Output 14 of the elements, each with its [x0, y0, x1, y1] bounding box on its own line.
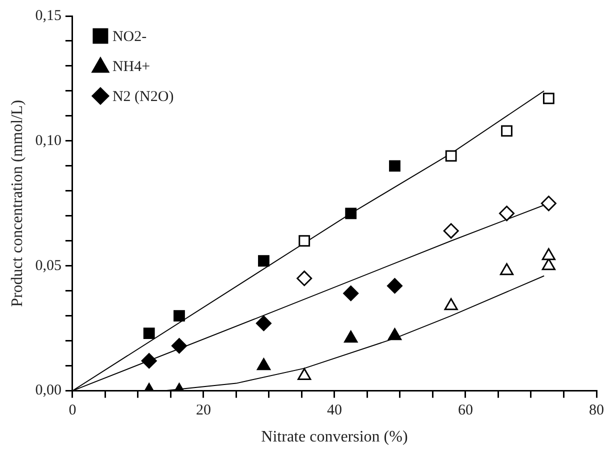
y-tick-label: 0,00: [35, 382, 62, 399]
y-tick-label: 0,05: [35, 258, 62, 274]
x-tick-label: 40: [326, 402, 342, 419]
x-axis-title: Nitrate conversion (%): [261, 428, 408, 446]
y-axis-title: Product concentration (mmol/L): [8, 100, 26, 307]
y-tick-label: 0,10: [35, 132, 62, 149]
y-tick-label: 0,15: [35, 8, 62, 24]
legend-label: NH4+: [112, 58, 150, 75]
legend-label: NO2-: [112, 28, 147, 45]
x-tick-label: 0: [68, 402, 76, 419]
x-tick-label: 20: [196, 402, 211, 419]
legend-label: N2 (N2O): [112, 88, 174, 105]
x-tick-label: 60: [458, 402, 473, 419]
x-tick-label: 80: [589, 402, 604, 419]
